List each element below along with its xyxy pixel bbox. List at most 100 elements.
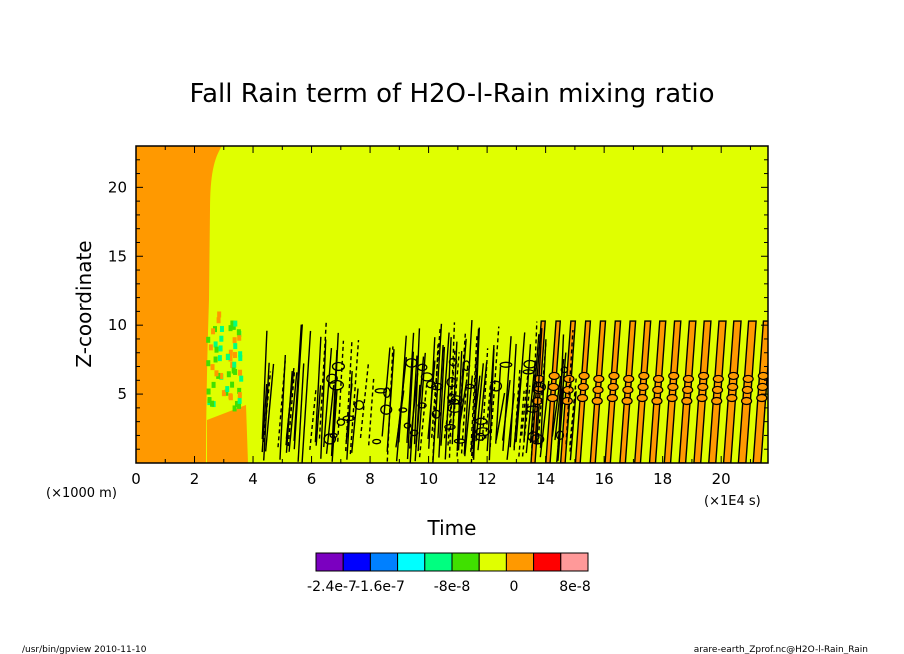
contour-line	[509, 343, 517, 448]
contour-line	[414, 384, 421, 462]
burst-cell	[232, 352, 237, 359]
burst-cell	[208, 344, 213, 351]
burst-cell	[230, 320, 235, 327]
oval-contour	[682, 385, 694, 395]
contour-loop	[354, 400, 365, 411]
contour-line	[440, 332, 450, 446]
contour-line	[463, 320, 473, 455]
contour-line	[448, 322, 456, 458]
contour-loop	[398, 407, 408, 413]
burst-cell	[230, 381, 235, 388]
orange-stripe	[752, 320, 768, 463]
burst-cell	[228, 394, 233, 401]
oval-contour	[577, 382, 589, 392]
orange-stripe	[633, 320, 652, 463]
oval-contour	[638, 371, 650, 381]
contour-line	[287, 370, 296, 447]
contour-loop	[453, 438, 466, 444]
contour-loop	[462, 360, 471, 372]
contour-loop	[409, 429, 419, 437]
early-orange-region	[136, 146, 222, 463]
contour-line	[521, 385, 531, 457]
contour-line	[495, 366, 502, 444]
colorbar-swatch	[342, 552, 371, 572]
burst-cell	[217, 311, 222, 318]
contour-lines	[261, 320, 577, 463]
colorbar-labels: -2.4e-7-1.6e-7 -8e-8 0 8e-8	[307, 579, 591, 595]
oval-contour	[563, 374, 575, 384]
chart-title: Fall Rain term of H2O-l-Rain mixing rati…	[190, 79, 715, 109]
contour-loop	[372, 438, 382, 445]
oval-contour	[740, 396, 753, 406]
burst-cell	[225, 386, 230, 393]
colorbar-swatch	[397, 552, 426, 572]
oval-contour	[562, 385, 574, 395]
y-tick-label: 5	[117, 385, 127, 403]
contour-line	[518, 390, 525, 457]
colorbar-swatch	[505, 552, 535, 572]
contour-line	[262, 371, 272, 443]
oval-contour	[548, 371, 560, 381]
contour-line	[537, 343, 547, 445]
orange-stripe	[693, 320, 712, 463]
burst-cell	[228, 325, 233, 332]
contour-loop	[465, 383, 475, 390]
burst-cell	[216, 317, 221, 324]
burst-cell	[206, 336, 211, 343]
contour-loop	[475, 427, 490, 437]
oval-contour	[727, 371, 740, 381]
burst-cell	[228, 355, 233, 362]
contour-line	[460, 364, 469, 454]
burst-cell	[211, 328, 216, 335]
oval-contour	[711, 396, 723, 406]
oval-contour	[696, 393, 708, 403]
burst-cell	[219, 335, 224, 342]
burst-cell	[232, 337, 237, 344]
colorbar-label: -2.4e-7	[307, 579, 357, 595]
burst-cell	[224, 389, 229, 396]
burst-cell	[237, 402, 242, 409]
y-unit-label: (×1000 m)	[46, 486, 117, 501]
lower-orange-patch	[207, 405, 248, 463]
x-axis-label: Time	[427, 516, 477, 540]
contour-line	[495, 392, 506, 441]
oval-contour	[682, 374, 695, 384]
contour-loop	[326, 373, 338, 384]
oval-contour	[607, 382, 619, 392]
orange-stripe	[604, 320, 622, 463]
contour-line	[261, 330, 268, 440]
plot-area	[136, 146, 768, 463]
colorbar-swatch	[424, 552, 453, 572]
x-ticks: 0 2 4 6 8 10 12 14 16 18 20	[131, 146, 751, 488]
contour-loop	[532, 381, 547, 393]
contour-loop	[426, 380, 436, 389]
colorbar-label: -8e-8	[434, 579, 471, 595]
burst-cell	[219, 325, 224, 332]
x-tick-label: 16	[595, 470, 614, 488]
oval-contour	[608, 371, 620, 381]
contour-loop	[555, 430, 565, 440]
burst-cell	[210, 364, 215, 371]
colorbar-swatch	[315, 552, 344, 572]
contour-line	[386, 349, 395, 452]
oval-contour	[667, 382, 679, 392]
x-tick-label: 20	[712, 470, 731, 488]
contour-line	[406, 351, 415, 460]
contour-line	[417, 352, 426, 452]
contour-loop	[380, 404, 393, 415]
oval-contour	[697, 382, 709, 392]
contour-loop	[417, 363, 428, 372]
contour-line	[277, 360, 286, 448]
contour-line	[430, 328, 441, 438]
burst-cell	[218, 345, 223, 352]
burst-cell	[238, 355, 243, 362]
y-axis-label: Z-coordinate	[72, 240, 96, 367]
contour-loop	[331, 361, 345, 372]
contour-line	[331, 389, 338, 462]
burst-cell	[213, 341, 218, 348]
burst-cell	[238, 351, 243, 358]
contour-line	[320, 339, 327, 459]
oval-contour	[712, 374, 724, 384]
burst-cell	[207, 397, 212, 404]
